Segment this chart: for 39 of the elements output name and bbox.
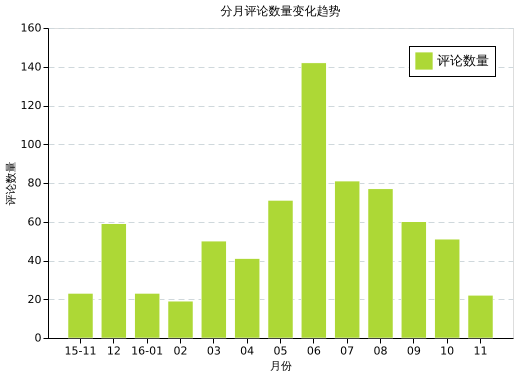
x-tick-label: 12 xyxy=(106,344,121,358)
x-tick-label: 07 xyxy=(340,344,354,358)
bar xyxy=(101,223,127,338)
y-tick-label: 100 xyxy=(20,138,42,151)
y-tick-label: 140 xyxy=(20,60,42,74)
x-tick-label: 15-11 xyxy=(64,344,96,358)
bar xyxy=(134,293,160,338)
bar xyxy=(368,188,394,338)
y-tick-label: 80 xyxy=(28,176,42,190)
bar xyxy=(434,238,460,338)
bar xyxy=(168,300,194,338)
bar xyxy=(268,200,294,338)
bar xyxy=(334,180,360,338)
x-tick-label: 05 xyxy=(274,344,288,358)
x-axis-title: 月份 xyxy=(270,360,292,372)
x-tick-label: 16-01 xyxy=(131,344,164,358)
y-axis-title: 评论数量 xyxy=(4,162,18,206)
x-tick-label: 10 xyxy=(440,344,454,358)
x-tick-label: 08 xyxy=(374,344,388,358)
bar xyxy=(301,62,327,338)
bar xyxy=(201,240,227,338)
bar xyxy=(68,293,94,338)
y-tick-label: 20 xyxy=(28,292,42,306)
bar xyxy=(468,295,494,338)
x-tick-label: 11 xyxy=(474,344,488,358)
bar xyxy=(401,222,427,338)
x-tick-label: 02 xyxy=(174,344,188,358)
x-tick-label: 03 xyxy=(206,344,221,358)
bar xyxy=(234,258,260,338)
y-tick-label: 40 xyxy=(28,254,42,267)
x-tick-label: 06 xyxy=(306,344,321,358)
chart-title: 分月评论数量变化趋势 xyxy=(220,4,340,18)
x-tick-label: 04 xyxy=(240,344,254,358)
y-tick-label: 160 xyxy=(20,22,42,34)
x-tick-label: 09 xyxy=(406,344,421,358)
y-tick-label: 120 xyxy=(20,99,42,112)
y-tick-label: 60 xyxy=(28,215,42,228)
y-tick-label: 0 xyxy=(34,332,42,344)
legend-label: 评论数量 xyxy=(437,54,489,69)
